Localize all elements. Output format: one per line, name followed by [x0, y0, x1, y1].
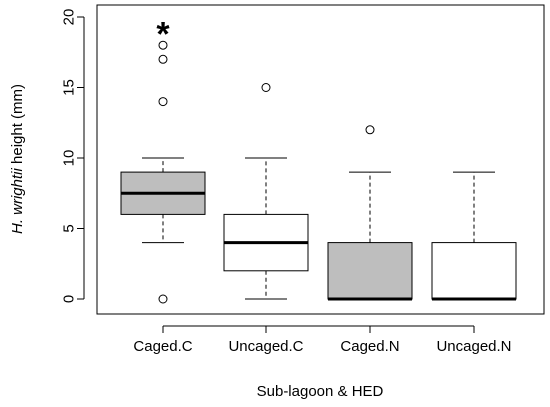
y-tick-label: 15: [60, 79, 77, 96]
box-caged-n: [327, 125, 413, 301]
plot-frame: [96, 4, 545, 315]
y-axis: 0 5 10 15 20: [60, 9, 85, 303]
box-caged-c: [120, 40, 206, 304]
outlier-point: [158, 294, 168, 304]
y-tick-label: 5: [60, 224, 77, 232]
x-axis: Caged.C Uncaged.C Caged.N Uncaged.N: [133, 325, 512, 355]
box-uncaged-c: [223, 83, 309, 300]
x-axis-title: Sub-lagoon & HED: [257, 383, 384, 400]
y-axis-title-rest: height (mm): [9, 84, 26, 168]
x-tick-label: Uncaged.N: [436, 338, 511, 355]
iqr-box: [327, 242, 413, 300]
outlier-point: [158, 97, 168, 107]
y-tick-label: 10: [60, 150, 77, 167]
x-tick-label: Caged.C: [133, 338, 192, 355]
outlier-point: [158, 40, 168, 50]
y-axis-title-italic: H. wrightii: [9, 168, 26, 235]
annotations: *: [156, 15, 170, 53]
x-tick-label: Uncaged.C: [228, 338, 303, 355]
y-tick-label: 20: [60, 9, 77, 26]
box-uncaged-n: [431, 171, 517, 301]
outlier-point: [158, 54, 168, 64]
significance-asterisk: *: [156, 15, 170, 53]
y-axis-title: H. wrightii height (mm): [9, 84, 26, 234]
iqr-box: [431, 242, 517, 300]
outlier-point: [365, 125, 375, 135]
boxes: [120, 40, 517, 304]
x-tick-label: Caged.N: [340, 338, 399, 355]
y-tick-label: 0: [60, 295, 77, 303]
outlier-point: [261, 83, 271, 92]
